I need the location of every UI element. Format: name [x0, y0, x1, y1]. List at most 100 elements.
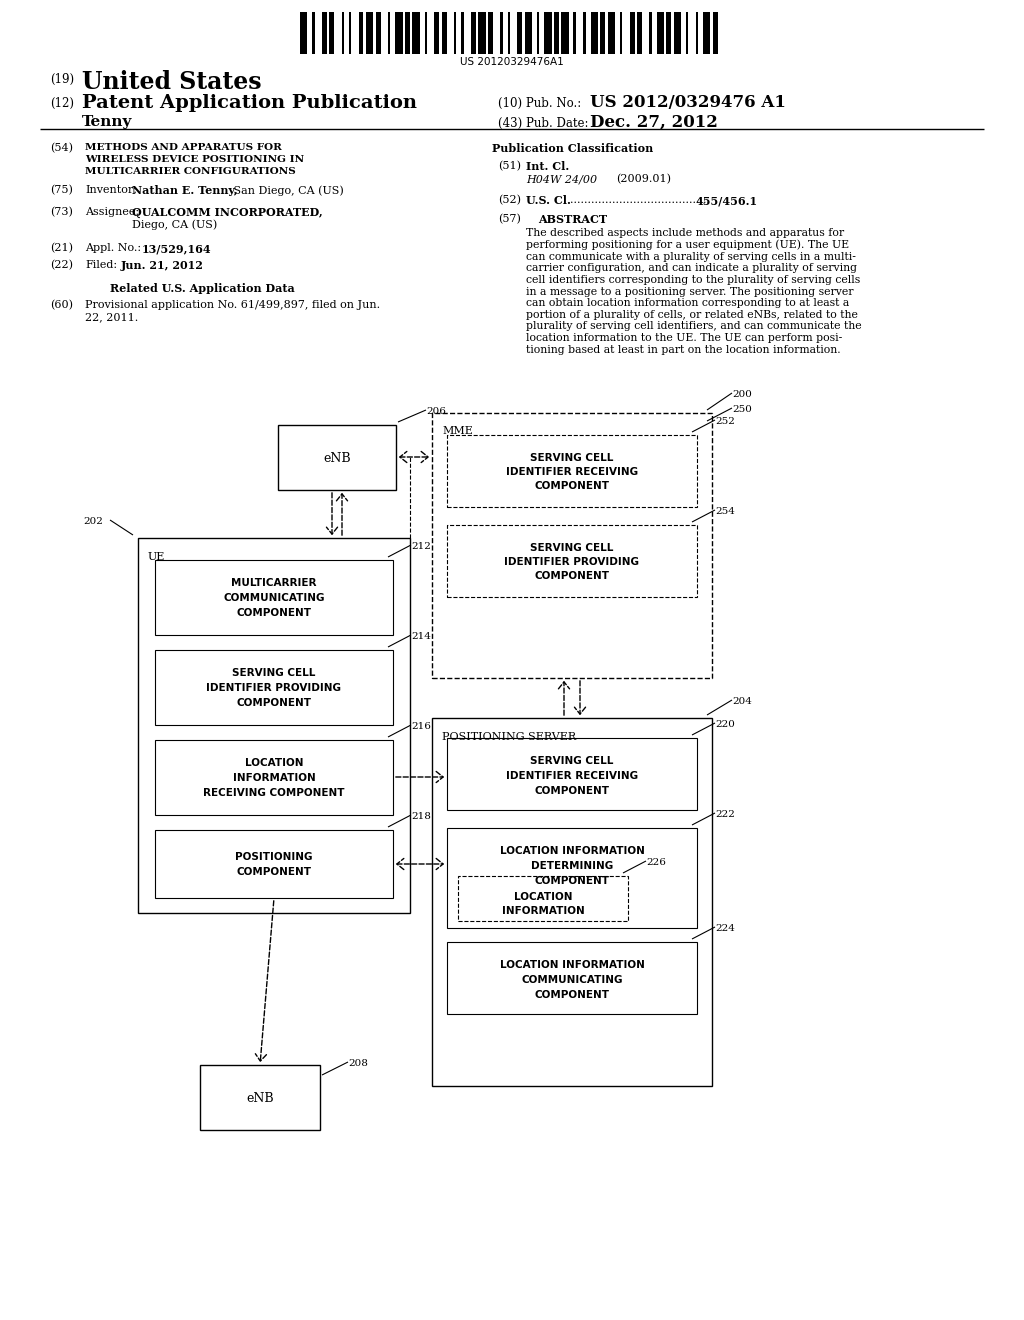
Bar	[342, 12, 344, 54]
Text: (52): (52)	[498, 195, 521, 206]
Bar	[702, 12, 711, 54]
Text: POSITIONING SERVER: POSITIONING SERVER	[442, 733, 577, 742]
Bar	[620, 12, 623, 54]
Bar	[630, 12, 635, 54]
Text: Jun. 21, 2012: Jun. 21, 2012	[121, 260, 204, 271]
Bar	[607, 12, 615, 54]
Text: WIRELESS DEVICE POSITIONING IN: WIRELESS DEVICE POSITIONING IN	[85, 154, 304, 164]
Bar	[674, 12, 681, 54]
Text: IDENTIFIER RECEIVING: IDENTIFIER RECEIVING	[506, 771, 638, 781]
FancyArrowPatch shape	[337, 494, 347, 535]
Text: UE: UE	[148, 552, 165, 562]
FancyArrowPatch shape	[397, 858, 443, 870]
Text: SERVING CELL: SERVING CELL	[530, 543, 613, 553]
FancyArrowPatch shape	[327, 492, 338, 535]
Text: eNB: eNB	[324, 453, 351, 466]
Bar	[155, 830, 393, 898]
Bar	[432, 718, 712, 1086]
Bar	[454, 12, 457, 54]
Bar	[447, 942, 697, 1014]
Bar	[488, 12, 493, 54]
Bar	[561, 12, 568, 54]
Text: Filed:: Filed:	[85, 260, 117, 271]
Bar	[413, 12, 420, 54]
Text: Publication Classification: Publication Classification	[493, 143, 653, 154]
FancyArrowPatch shape	[558, 682, 569, 715]
Bar	[447, 828, 697, 928]
Text: SERVING CELL: SERVING CELL	[530, 453, 613, 463]
Text: 226: 226	[646, 858, 666, 867]
Text: (12): (12)	[50, 96, 74, 110]
Bar	[544, 12, 552, 54]
Text: INFORMATION: INFORMATION	[232, 774, 315, 783]
Text: (10) Pub. No.:: (10) Pub. No.:	[498, 96, 582, 110]
Bar	[388, 12, 390, 54]
Text: Nathan E. Tenny,: Nathan E. Tenny,	[132, 185, 238, 195]
Text: Dec. 27, 2012: Dec. 27, 2012	[590, 114, 718, 131]
Bar	[591, 12, 598, 54]
Text: IDENTIFIER PROVIDING: IDENTIFIER PROVIDING	[505, 557, 640, 568]
Text: COMMUNICATING: COMMUNICATING	[521, 975, 623, 985]
Bar	[376, 12, 381, 54]
Text: 212: 212	[411, 543, 431, 550]
Text: COMPONENT: COMPONENT	[237, 698, 311, 708]
FancyArrowPatch shape	[400, 451, 428, 462]
Bar	[366, 12, 374, 54]
Text: IDENTIFIER RECEIVING: IDENTIFIER RECEIVING	[506, 467, 638, 477]
Text: (75): (75)	[50, 185, 73, 195]
Bar	[517, 12, 522, 54]
Text: 204: 204	[732, 697, 752, 706]
Text: ABSTRACT: ABSTRACT	[539, 214, 607, 224]
Text: 208: 208	[348, 1059, 368, 1068]
Bar	[471, 12, 476, 54]
Text: MME: MME	[442, 426, 473, 436]
Text: COMPONENT: COMPONENT	[535, 785, 609, 796]
Text: United States: United States	[82, 70, 261, 94]
Text: (73): (73)	[50, 207, 73, 218]
Bar	[656, 12, 664, 54]
Bar	[441, 12, 446, 54]
Text: DETERMINING: DETERMINING	[530, 861, 613, 871]
Text: COMPONENT: COMPONENT	[535, 572, 609, 581]
Text: LOCATION INFORMATION: LOCATION INFORMATION	[500, 960, 644, 970]
Text: COMPONENT: COMPONENT	[535, 480, 609, 491]
Bar	[478, 12, 485, 54]
Text: (51): (51)	[498, 161, 521, 172]
FancyArrowPatch shape	[396, 771, 443, 783]
Text: SERVING CELL: SERVING CELL	[232, 668, 315, 678]
Bar	[432, 413, 712, 678]
Text: 222: 222	[715, 810, 735, 818]
Bar	[358, 12, 364, 54]
Text: COMPONENT: COMPONENT	[535, 990, 609, 1001]
Text: QUALCOMM INCORPORATED,: QUALCOMM INCORPORATED,	[132, 207, 323, 218]
Text: 220: 220	[715, 719, 735, 729]
Text: COMPONENT: COMPONENT	[237, 867, 311, 876]
Text: Appl. No.:: Appl. No.:	[85, 243, 141, 253]
Text: COMPONENT: COMPONENT	[237, 609, 311, 618]
Bar	[554, 12, 559, 54]
Text: (43) Pub. Date:: (43) Pub. Date:	[498, 117, 589, 129]
Text: (60): (60)	[50, 300, 73, 310]
Bar	[138, 539, 410, 913]
Text: LOCATION INFORMATION: LOCATION INFORMATION	[500, 846, 644, 855]
Bar	[278, 425, 396, 490]
Bar	[330, 12, 334, 54]
Bar	[461, 12, 464, 54]
Text: Int. Cl.: Int. Cl.	[526, 161, 569, 172]
Text: Diego, CA (US): Diego, CA (US)	[132, 219, 217, 230]
Bar	[447, 525, 697, 597]
Text: US 20120329476A1: US 20120329476A1	[460, 57, 564, 67]
Text: MULTICARRIER: MULTICARRIER	[231, 578, 316, 587]
Bar	[155, 560, 393, 635]
Bar	[155, 649, 393, 725]
Bar	[349, 12, 351, 54]
FancyArrowPatch shape	[574, 681, 586, 714]
Bar	[508, 12, 510, 54]
Text: ........................................: ........................................	[570, 195, 710, 205]
Text: RECEIVING COMPONENT: RECEIVING COMPONENT	[203, 788, 345, 799]
Text: H04W 24/00: H04W 24/00	[526, 174, 597, 183]
Text: The described aspects include methods and apparatus for
performing positioning f: The described aspects include methods an…	[526, 228, 861, 355]
Bar	[524, 12, 532, 54]
Text: US 2012/0329476 A1: US 2012/0329476 A1	[590, 94, 785, 111]
Bar	[447, 738, 697, 810]
